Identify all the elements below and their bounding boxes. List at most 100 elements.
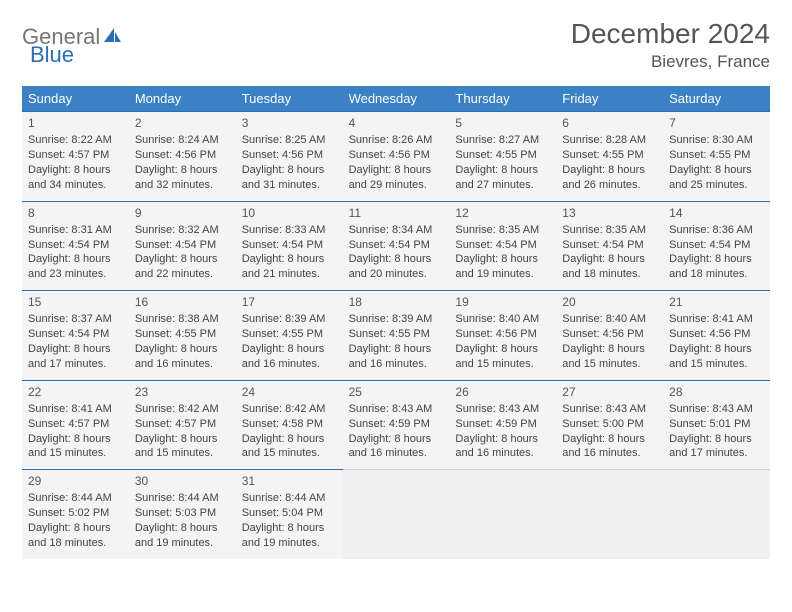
sunset-line: Sunset: 4:56 PM [135, 148, 230, 163]
sunset-line: Sunset: 4:55 PM [455, 148, 550, 163]
day-number: 17 [242, 294, 337, 310]
sunset-line: Sunset: 4:54 PM [562, 238, 657, 253]
sunrise-line: Sunrise: 8:42 AM [242, 402, 337, 417]
sunrise-line: Sunrise: 8:41 AM [669, 312, 764, 327]
calendar-cell: 5Sunrise: 8:27 AMSunset: 4:55 PMDaylight… [449, 111, 556, 201]
sunset-line: Sunset: 4:54 PM [135, 238, 230, 253]
calendar-cell: 1Sunrise: 8:22 AMSunset: 4:57 PMDaylight… [22, 111, 129, 201]
calendar-cell: 2 Sunrise: 8:24 AMSunset: 4:56 PMDaylight… [129, 111, 236, 201]
calendar-cell: 21Sunrise: 8:41 AMSunset: 4:56 PMDayligh… [663, 290, 770, 380]
sail-icon [102, 24, 124, 50]
calendar-cell: 22Sunrise: 8:41 AMSunset: 4:57 PMDayligh… [22, 380, 129, 470]
weekday-tue: Tuesday [236, 86, 343, 111]
location-label: Bievres, France [571, 52, 770, 72]
day-number: 15 [28, 294, 123, 310]
daylight-line: Daylight: 8 hours and 17 minutes. [28, 342, 123, 372]
sunrise-line: Sunrise: 8:32 AM [135, 223, 230, 238]
sunset-line: Sunset: 4:54 PM [455, 238, 550, 253]
day-number: 14 [669, 205, 764, 221]
sunrise-line: Sunrise: 8:31 AM [28, 223, 123, 238]
daylight-line: Daylight: 8 hours and 29 minutes. [349, 163, 444, 193]
sunrise-line: Sunrise: 8:34 AM [349, 223, 444, 238]
month-title: December 2024 [571, 18, 770, 50]
day-number: 30 [135, 473, 230, 489]
day-number: 28 [669, 384, 764, 400]
day-number: 5 [455, 115, 550, 131]
daylight-line: Daylight: 8 hours and 18 minutes. [562, 252, 657, 282]
sunset-line: Sunset: 4:56 PM [242, 148, 337, 163]
calendar-cell: 19Sunrise: 8:40 AMSunset: 4:56 PMDayligh… [449, 290, 556, 380]
sunrise-line: Sunrise: 8:42 AM [135, 402, 230, 417]
day-number: 8 [28, 205, 123, 221]
calendar-cell: 27Sunrise: 8:43 AMSunset: 5:00 PMDayligh… [556, 380, 663, 470]
day-number: 1 [28, 115, 123, 131]
calendar-cell: 26Sunrise: 8:43 AMSunset: 4:59 PMDayligh… [449, 380, 556, 470]
day-number: 2 [135, 115, 230, 131]
daylight-line: Daylight: 8 hours and 16 minutes. [242, 342, 337, 372]
day-number: 24 [242, 384, 337, 400]
calendar-cell: 23Sunrise: 8:42 AMSunset: 4:57 PMDayligh… [129, 380, 236, 470]
weekday-thu: Thursday [449, 86, 556, 111]
day-number: 19 [455, 294, 550, 310]
daylight-line: Daylight: 8 hours and 16 minutes. [135, 342, 230, 372]
calendar-grid: 1Sunrise: 8:22 AMSunset: 4:57 PMDaylight… [22, 111, 770, 559]
daylight-line: Daylight: 8 hours and 31 minutes. [242, 163, 337, 193]
daylight-line: Daylight: 8 hours and 15 minutes. [669, 342, 764, 372]
sunset-line: Sunset: 4:57 PM [135, 417, 230, 432]
day-number: 13 [562, 205, 657, 221]
sunset-line: Sunset: 4:54 PM [28, 238, 123, 253]
calendar-cell: 28Sunrise: 8:43 AMSunset: 5:01 PMDayligh… [663, 380, 770, 470]
calendar-cell [663, 469, 770, 559]
sunrise-line: Sunrise: 8:39 AM [242, 312, 337, 327]
day-number: 7 [669, 115, 764, 131]
sunset-line: Sunset: 5:01 PM [669, 417, 764, 432]
day-number: 12 [455, 205, 550, 221]
sunrise-line: Sunrise: 8:26 AM [349, 133, 444, 148]
day-number: 20 [562, 294, 657, 310]
calendar-cell: 24Sunrise: 8:42 AMSunset: 4:58 PMDayligh… [236, 380, 343, 470]
calendar-cell [449, 469, 556, 559]
sunset-line: Sunset: 4:56 PM [455, 327, 550, 342]
sunrise-line: Sunrise: 8:40 AM [455, 312, 550, 327]
daylight-line: Daylight: 8 hours and 18 minutes. [28, 521, 123, 551]
calendar-cell: 11Sunrise: 8:34 AMSunset: 4:54 PMDayligh… [343, 201, 450, 291]
calendar-cell: 12Sunrise: 8:35 AMSunset: 4:54 PMDayligh… [449, 201, 556, 291]
brand-part2: Blue [30, 42, 74, 68]
sunset-line: Sunset: 4:56 PM [562, 327, 657, 342]
daylight-line: Daylight: 8 hours and 15 minutes. [242, 432, 337, 462]
daylight-line: Daylight: 8 hours and 15 minutes. [28, 432, 123, 462]
calendar-cell: 25Sunrise: 8:43 AMSunset: 4:59 PMDayligh… [343, 380, 450, 470]
sunrise-line: Sunrise: 8:22 AM [28, 133, 123, 148]
sunset-line: Sunset: 4:54 PM [349, 238, 444, 253]
sunset-line: Sunset: 4:54 PM [669, 238, 764, 253]
sunrise-line: Sunrise: 8:25 AM [242, 133, 337, 148]
calendar-cell: 13Sunrise: 8:35 AMSunset: 4:54 PMDayligh… [556, 201, 663, 291]
sunset-line: Sunset: 4:54 PM [28, 327, 123, 342]
sunset-line: Sunset: 4:55 PM [135, 327, 230, 342]
daylight-line: Daylight: 8 hours and 16 minutes. [455, 432, 550, 462]
calendar-cell [343, 469, 450, 559]
daylight-line: Daylight: 8 hours and 19 minutes. [242, 521, 337, 551]
sunrise-line: Sunrise: 8:38 AM [135, 312, 230, 327]
daylight-line: Daylight: 8 hours and 16 minutes. [349, 342, 444, 372]
sunrise-line: Sunrise: 8:27 AM [455, 133, 550, 148]
sunset-line: Sunset: 4:55 PM [562, 148, 657, 163]
weekday-mon: Monday [129, 86, 236, 111]
sunrise-line: Sunrise: 8:24 AM [135, 133, 230, 148]
daylight-line: Daylight: 8 hours and 32 minutes. [135, 163, 230, 193]
daylight-line: Daylight: 8 hours and 16 minutes. [349, 432, 444, 462]
day-number: 16 [135, 294, 230, 310]
daylight-line: Daylight: 8 hours and 19 minutes. [135, 521, 230, 551]
sunrise-line: Sunrise: 8:37 AM [28, 312, 123, 327]
weekday-wed: Wednesday [343, 86, 450, 111]
daylight-line: Daylight: 8 hours and 22 minutes. [135, 252, 230, 282]
sunrise-line: Sunrise: 8:43 AM [455, 402, 550, 417]
calendar-cell: 7Sunrise: 8:30 AMSunset: 4:55 PMDaylight… [663, 111, 770, 201]
day-number: 21 [669, 294, 764, 310]
daylight-line: Daylight: 8 hours and 15 minutes. [135, 432, 230, 462]
weekday-sat: Saturday [663, 86, 770, 111]
sunset-line: Sunset: 5:00 PM [562, 417, 657, 432]
daylight-line: Daylight: 8 hours and 26 minutes. [562, 163, 657, 193]
sunrise-line: Sunrise: 8:39 AM [349, 312, 444, 327]
sunset-line: Sunset: 4:59 PM [455, 417, 550, 432]
